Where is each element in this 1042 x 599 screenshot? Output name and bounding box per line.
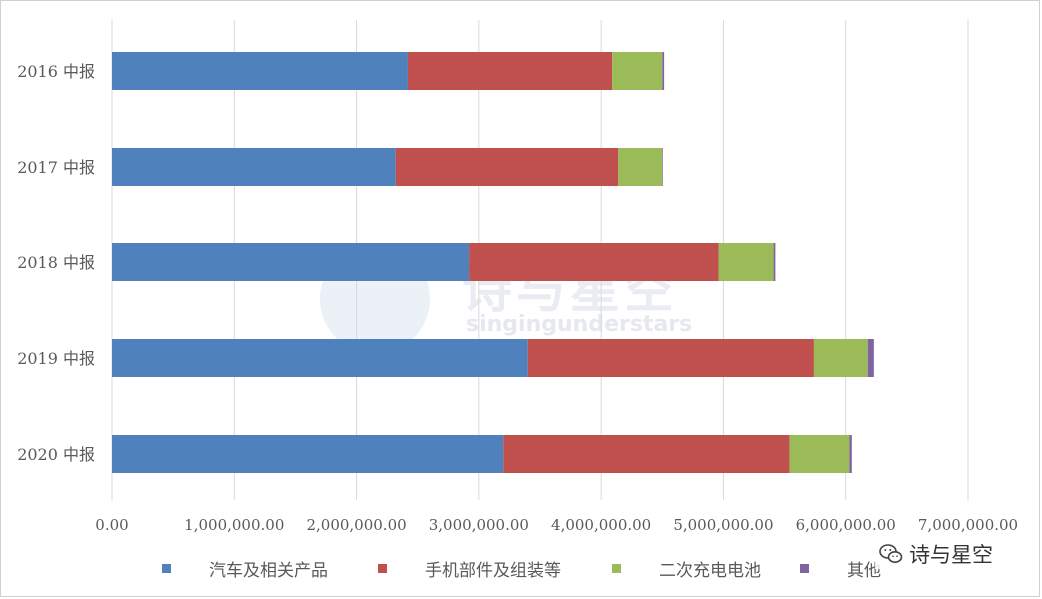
bar-1-series-1 <box>395 148 619 186</box>
bar-4-series-0 <box>112 435 504 473</box>
legend-swatch <box>162 563 171 573</box>
category-label-2: 2018 中报 <box>17 253 95 272</box>
bar-4-series-1 <box>503 435 790 473</box>
x-tick-label-5: 5,000,000.00 <box>673 516 773 534</box>
x-tick-label-0: 0.00 <box>95 516 128 534</box>
bar-2-series-0 <box>112 243 470 281</box>
legend-label: 手机部件及组装等 <box>425 560 561 581</box>
legend-label: 汽车及相关产品 <box>209 560 328 581</box>
bar-4-series-2 <box>789 435 850 473</box>
bar-0-series-3 <box>662 52 665 90</box>
bars <box>112 52 874 473</box>
bar-4-series-3 <box>849 435 852 473</box>
bar-3-series-1 <box>527 339 814 377</box>
legend-swatch <box>612 563 621 573</box>
bar-2-series-2 <box>718 243 774 281</box>
legend: 汽车及相关产品 手机部件及组装等 二次充电电池 其他 <box>0 556 1042 581</box>
legend-item-series-1: 手机部件及组装等 <box>378 556 561 581</box>
bar-1-series-3 <box>662 148 663 186</box>
category-label-4: 2020 中报 <box>17 445 95 464</box>
legend-label: 其他 <box>847 560 881 581</box>
legend-item-series-2: 二次充电电池 <box>612 556 761 581</box>
stacked-bar-chart: 2016 中报 2017 中报 2018 中报 2019 中报 2020 中报 0.00… <box>17 20 1018 534</box>
bar-0-series-2 <box>612 52 663 90</box>
x-tick-label-2: 2,000,000.00 <box>306 516 406 534</box>
bar-3-series-2 <box>813 339 868 377</box>
bar-2-series-3 <box>773 243 776 281</box>
x-tick-label-4: 4,000,000.00 <box>551 516 651 534</box>
category-labels: 2016 中报 2017 中报 2018 中报 2019 中报 2020 中报 <box>17 62 95 464</box>
category-label-3: 2019 中报 <box>17 349 95 368</box>
bar-0-series-0 <box>112 52 408 90</box>
bar-3-series-3 <box>867 339 874 377</box>
x-tick-label-6: 6,000,000.00 <box>796 516 896 534</box>
badge-label: 诗与星空 <box>909 543 993 567</box>
legend-item-series-3: 其他 <box>800 556 881 581</box>
bar-1-series-2 <box>618 148 663 186</box>
account-badge: 诗与星空 <box>875 539 997 569</box>
bar-3-series-0 <box>112 339 528 377</box>
bar-1-series-0 <box>112 148 396 186</box>
legend-item-series-0: 汽车及相关产品 <box>162 556 328 581</box>
x-tick-labels: 0.00 1,000,000.00 2,000,000.00 3,000,000.00… <box>95 516 1018 534</box>
legend-label: 二次充电电池 <box>659 560 761 581</box>
bar-2-series-1 <box>469 243 719 281</box>
bar-0-series-1 <box>407 52 613 90</box>
x-tick-label-7: 7,000,000.00 <box>918 516 1018 534</box>
x-tick-label-3: 3,000,000.00 <box>429 516 529 534</box>
legend-swatch <box>800 563 809 573</box>
category-label-1: 2017 中报 <box>17 158 95 177</box>
category-label-0: 2016 中报 <box>17 62 95 81</box>
x-tick-label-1: 1,000,000.00 <box>184 516 284 534</box>
watermark-subtitle: singingunderstars <box>466 312 693 337</box>
wechat-icon <box>879 544 903 563</box>
legend-swatch <box>378 563 387 573</box>
